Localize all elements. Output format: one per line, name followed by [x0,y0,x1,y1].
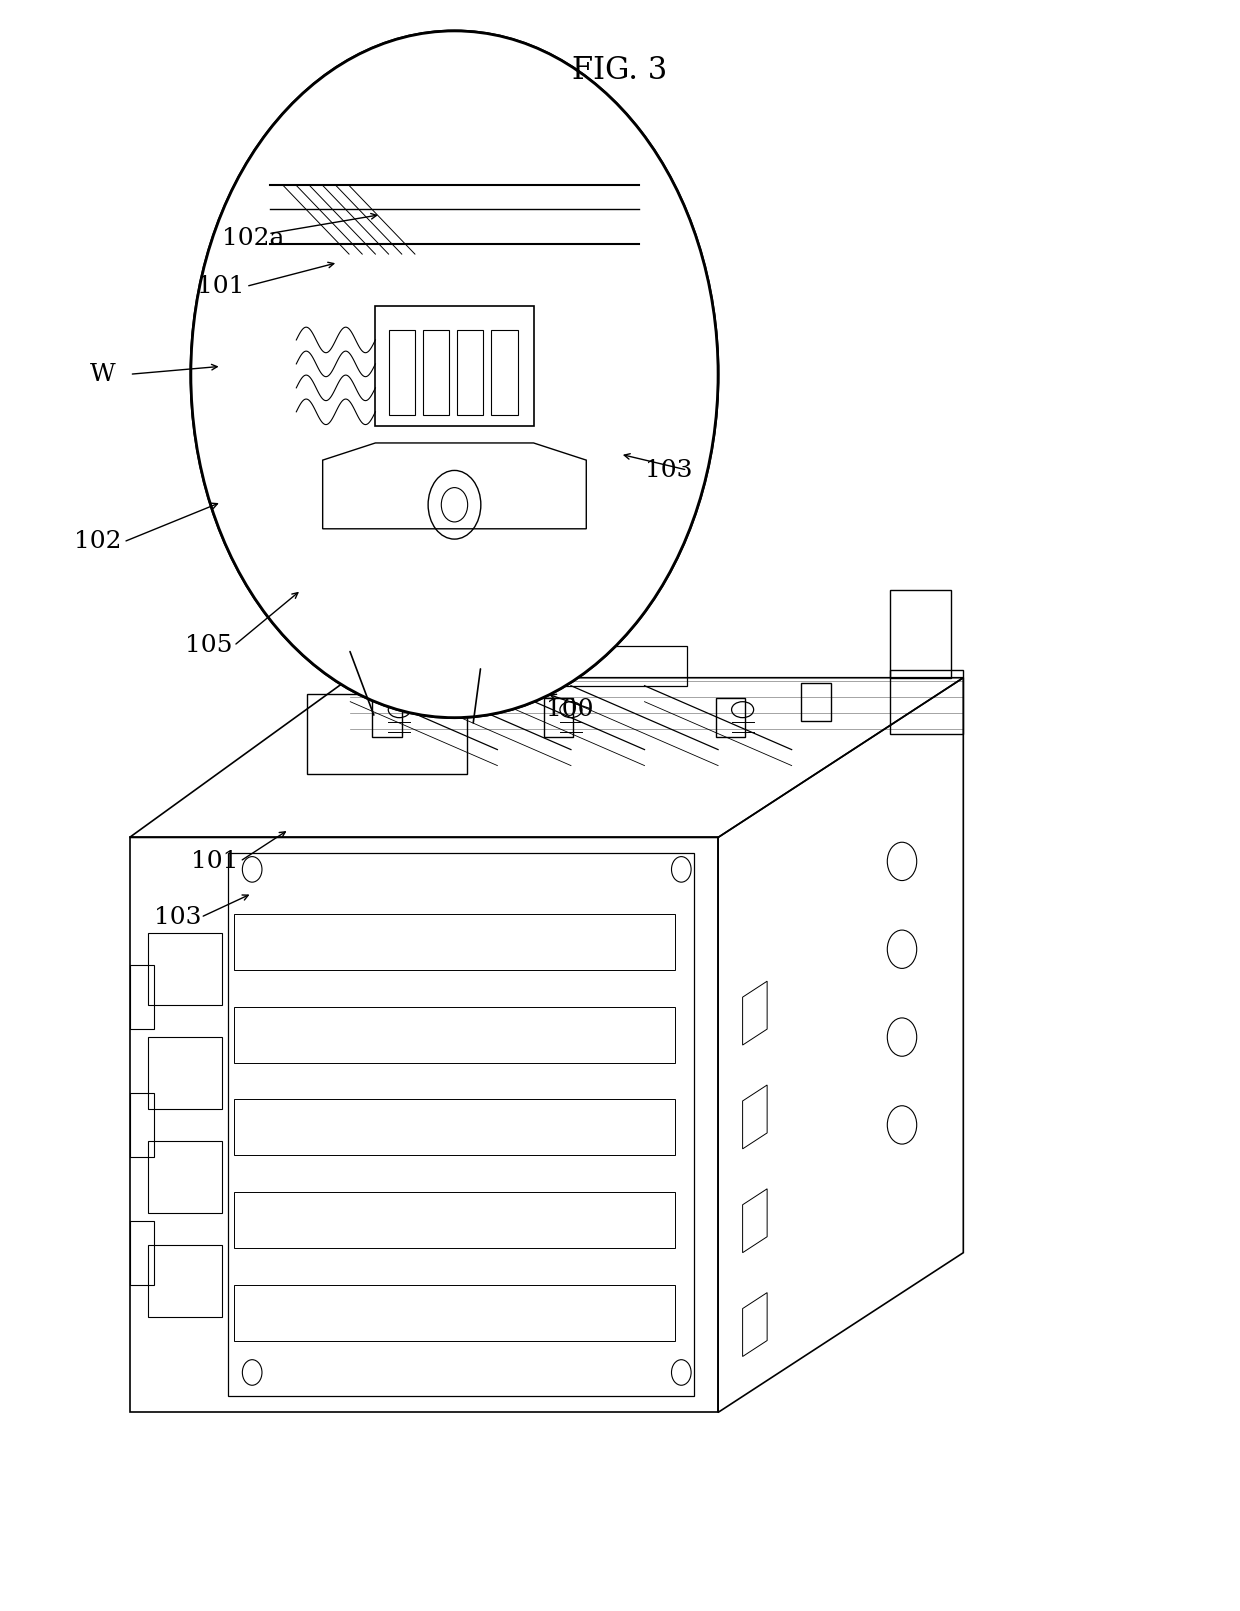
Text: 105: 105 [185,635,232,657]
Bar [544,699,573,736]
Text: 101: 101 [191,851,238,873]
Bar [376,306,533,425]
Bar [129,1092,154,1157]
Bar [148,1141,222,1213]
Bar [801,683,831,720]
Bar [565,646,687,686]
Circle shape [191,31,718,717]
Text: 101: 101 [197,275,244,298]
Bar [491,330,518,416]
Text: W: W [91,362,117,385]
Bar [388,330,415,416]
Bar [890,670,963,733]
Bar [148,933,222,1005]
Text: FIG. 3: FIG. 3 [573,55,667,85]
Bar [228,854,693,1397]
Bar [129,1221,154,1284]
Bar [715,699,745,736]
Bar [148,1037,222,1108]
Bar [458,330,484,416]
Text: 102a: 102a [222,227,284,250]
Bar [234,1007,675,1063]
Text: 102: 102 [74,530,122,554]
Bar [234,1192,675,1249]
Text: 103: 103 [154,905,202,930]
Bar [129,965,154,1029]
Bar [234,1099,675,1155]
Bar [234,1284,675,1340]
Bar [368,646,491,686]
Text: 100: 100 [547,698,594,722]
Bar [234,913,675,970]
Bar [423,330,449,416]
Bar [890,590,951,678]
Bar [372,699,402,736]
Bar [148,1245,222,1316]
Text: 103: 103 [645,459,692,482]
